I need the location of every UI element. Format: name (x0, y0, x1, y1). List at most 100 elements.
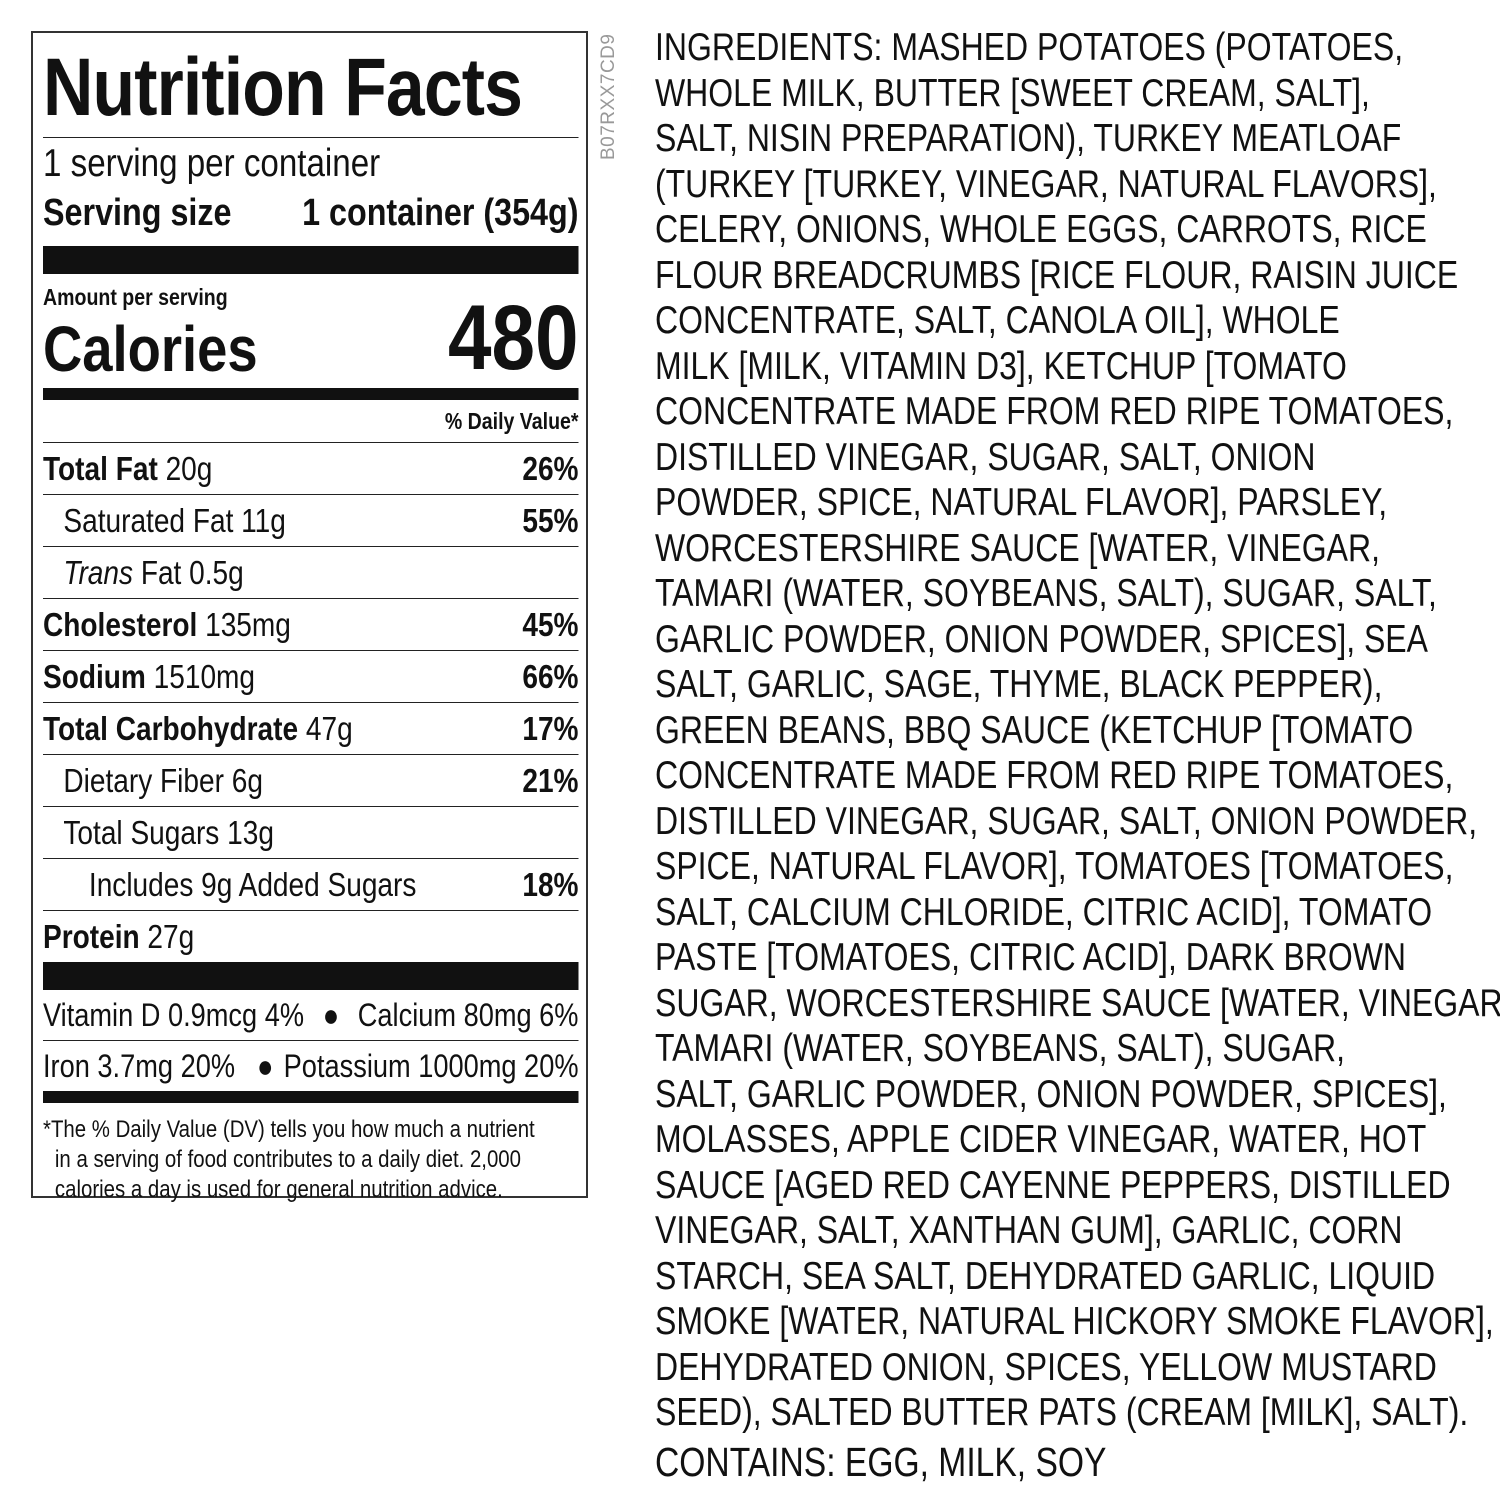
mineral-row: Vitamin D 0.9mcg 4% ● Calcium 80mg 6% (43, 990, 579, 1040)
nutrient-row-protein: Protein 27g (43, 910, 579, 962)
ingredients-text: SALT, GARLIC, SAGE, THYME, BLACK PEPPER)… (655, 663, 1383, 706)
ingredients-line: CONCENTRATE MADE FROM RED RIPE TOMATOES, (655, 389, 1459, 435)
ingredients-text: WHOLE MILK, BUTTER [SWEET CREAM, SALT], (655, 71, 1370, 115)
ingredients-text: STARCH, SEA SALT, DEHYDRATED GARLIC, LIQ… (655, 1254, 1436, 1298)
ingredients-text: TAMARI (WATER, SOYBEANS, SALT), SUGAR, (655, 1027, 1346, 1070)
nutrient-row-total-carbohydrate: Total Carbohydrate 47g 17% (43, 702, 579, 754)
serving-size: Serving size 1 container (354g) (43, 190, 579, 236)
nutrient-amount: 0.5g (189, 553, 244, 591)
nutrient-name: Protein (43, 917, 140, 955)
divider (43, 137, 579, 138)
ingredients-text: SALT, GARLIC POWDER, ONION POWDER, SPICE… (655, 1072, 1447, 1116)
ingredients-line: SALT, GARLIC, SAGE, THYME, BLACK PEPPER)… (655, 662, 1459, 708)
ingredients-line: SMOKE [WATER, NATURAL HICKORY SMOKE FLAV… (655, 1299, 1494, 1345)
nutrient-name: Total Fat (43, 449, 158, 487)
calories-label: Calories (43, 313, 258, 385)
serving-size-label: Serving size (43, 192, 232, 234)
medium-divider (43, 388, 579, 400)
ingredients-text: DISTILLED VINEGAR, SUGAR, SALT, ONION PO… (655, 799, 1478, 843)
ingredients-text: SPICE, NATURAL FLAVOR], TOMATOES [TOMATO… (655, 845, 1454, 888)
ingredients-text: WORCESTERSHIRE SAUCE [WATER, VINEGAR, (655, 526, 1380, 570)
ingredients-line: TAMARI (WATER, SOYBEANS, SALT), SUGAR, (655, 1026, 1459, 1072)
ingredients-line: DISTILLED VINEGAR, SUGAR, SALT, ONION (655, 435, 1459, 481)
nutrient-dv: 55% (522, 501, 579, 539)
ingredients-line: SEED), SALTED BUTTER PATS (CREAM [MILK],… (655, 1390, 1468, 1436)
ingredients-text: TAMARI (WATER, SOYBEANS, SALT), SUGAR, S… (655, 572, 1437, 615)
nutrient-row-total-sugars: Total Sugars 13g (43, 806, 579, 858)
nutrient-row-total-fat: Total Fat 20g 26% (43, 442, 579, 494)
ingredients-line: DEHYDRATED ONION, SPICES, YELLOW MUSTARD (655, 1345, 1459, 1391)
ingredients-line: SAUCE [AGED RED CAYENNE PEPPERS, DISTILL… (655, 1163, 1459, 1209)
ingredients-text: FLOUR BREADCRUMBS [RICE FLOUR, RAISIN JU… (655, 253, 1459, 297)
serving-size-value: 1 container (354g) (302, 192, 579, 234)
nutrient-dv: 18% (522, 865, 579, 903)
nutrient-row-added-sugars: Includes 9g Added Sugars 18% (43, 858, 579, 910)
ingredients-line: INGREDIENTS: MASHED POTATOES (POTATOES, (655, 25, 1459, 71)
ingredients-text: MOLASSES, APPLE CIDER VINEGAR, WATER, HO… (655, 1118, 1427, 1161)
nutrient-name: Sodium (43, 657, 146, 695)
mineral-iron: Iron 3.7mg 20% (43, 1047, 236, 1084)
ingredients-text: SUGAR, WORCESTERSHIRE SAUCE [WATER, VINE… (655, 981, 1500, 1025)
ingredients-text: SAUCE [AGED RED CAYENNE PEPPERS, DISTILL… (655, 1163, 1451, 1207)
nutrient-amount: 27g (147, 917, 195, 955)
ingredients-line: CONCENTRATE MADE FROM RED RIPE TOMATOES, (655, 753, 1459, 799)
ingredients-line: CELERY, ONIONS, WHOLE EGGS, CARROTS, RIC… (655, 207, 1459, 253)
ingredients-line: SALT, NISIN PREPARATION), TURKEY MEATLOA… (655, 116, 1459, 162)
nutrient-amount: 135mg (205, 605, 291, 643)
daily-value-header: % Daily Value* (444, 408, 579, 434)
ingredients-line: POWDER, SPICE, NATURAL FLAVOR], PARSLEY, (655, 480, 1459, 526)
footnote-line: *The % Daily Value (DV) tells you how mu… (43, 1116, 535, 1143)
ingredients-line: GARLIC POWDER, ONION POWDER, SPICES], SE… (655, 617, 1459, 663)
ingredients-line: PASTE [TOMATOES, CITRIC ACID], DARK BROW… (655, 935, 1459, 981)
amount-per-serving: Amount per serving (43, 284, 228, 310)
ingredients-text: SALT, NISIN PREPARATION), TURKEY MEATLOA… (655, 117, 1402, 160)
ingredients-list: INGREDIENTS: MASHED POTATOES (POTATOES, W… (655, 25, 1500, 1485)
ingredients-text: MILK [MILK, VITAMIN D3], KETCHUP [TOMATO (655, 344, 1347, 388)
thick-divider (43, 246, 579, 274)
nutrient-name-suffix: Fat (140, 553, 182, 591)
label-title: Nutrition Facts (43, 42, 523, 133)
calories-row: Calories 480 (43, 292, 579, 385)
ingredients-line: VINEGAR, SALT, XANTHAN GUM], GARLIC, COR… (655, 1208, 1459, 1254)
mineral-calcium: Calcium 80mg 6% (357, 996, 579, 1033)
nutrient-name: Total Carbohydrate (43, 709, 299, 747)
bullet-icon: ● (322, 996, 340, 1033)
ingredients-line: CONCENTRATE, SALT, CANOLA OIL], WHOLE (655, 298, 1459, 344)
ingredients-line: STARCH, SEA SALT, DEHYDRATED GARLIC, LIQ… (655, 1254, 1459, 1300)
nutrient-amount: 6g (231, 761, 263, 799)
allergen-statement: CONTAINS: EGG, MILK, SOY (655, 1438, 1107, 1485)
ingredients-line: SALT, GARLIC POWDER, ONION POWDER, SPICE… (655, 1072, 1459, 1118)
nutrient-row-dietary-fiber: Dietary Fiber 6g 21% (43, 754, 579, 806)
ingredients-line: DISTILLED VINEGAR, SUGAR, SALT, ONION PO… (655, 799, 1477, 845)
nutrient-amount: 20g (165, 449, 213, 487)
nutrient-name: Dietary Fiber (63, 761, 224, 799)
nutrient-row-sodium: Sodium 1510mg 66% (43, 650, 579, 702)
ingredients-line: (TURKEY [TURKEY, VINEGAR, NATURAL FLAVOR… (655, 162, 1459, 208)
ingredients-text: (TURKEY [TURKEY, VINEGAR, NATURAL FLAVOR… (655, 162, 1437, 206)
ingredients-line: MOLASSES, APPLE CIDER VINEGAR, WATER, HO… (655, 1117, 1459, 1163)
footnote-line: in a serving of food contributes to a da… (54, 1146, 521, 1173)
servings-per-container: 1 serving per container (43, 142, 381, 185)
ingredients-line: SALT, CALCIUM CHLORIDE, CITRIC ACID], TO… (655, 890, 1459, 936)
nutrient-dv: 45% (522, 605, 579, 643)
nutrient-name: Saturated Fat (63, 501, 234, 539)
ingredients-text: DEHYDRATED ONION, SPICES, YELLOW MUSTARD (655, 1345, 1437, 1389)
ingredients-text: VINEGAR, SALT, XANTHAN GUM], GARLIC, COR… (655, 1209, 1403, 1252)
ingredients-text: PASTE [TOMATOES, CITRIC ACID], DARK BROW… (655, 936, 1407, 979)
nutrient-name: Trans (63, 553, 134, 591)
ingredients-line: FLOUR BREADCRUMBS [RICE FLOUR, RAISIN JU… (655, 253, 1459, 299)
nutrient-amount: 1510mg (153, 657, 256, 695)
nutrient-name: Total Sugars (63, 813, 220, 851)
nutrient-dv: 26% (522, 449, 579, 487)
nutrient-name: Includes 9g Added Sugars (88, 865, 417, 903)
footnote-line: calories a day is used for general nutri… (54, 1176, 503, 1203)
ingredients-text: SEED), SALTED BUTTER PATS (CREAM [MILK],… (655, 1391, 1469, 1434)
ingredients-text: SMOKE [WATER, NATURAL HICKORY SMOKE FLAV… (655, 1300, 1494, 1343)
nutrient-row-cholesterol: Cholesterol 135mg 45% (43, 598, 579, 650)
ingredients-text: CONCENTRATE, SALT, CANOLA OIL], WHOLE (655, 299, 1340, 342)
nutrient-amount: 11g (241, 501, 286, 539)
ingredients-text: GREEN BEANS, BBQ SAUCE (KETCHUP [TOMATO (655, 708, 1414, 752)
ingredients-text: DISTILLED VINEGAR, SUGAR, SALT, ONION (655, 435, 1316, 479)
ingredients-text: CELERY, ONIONS, WHOLE EGGS, CARROTS, RIC… (655, 208, 1427, 251)
nutrient-row-saturated-fat: Saturated Fat 11g 55% (43, 494, 579, 546)
